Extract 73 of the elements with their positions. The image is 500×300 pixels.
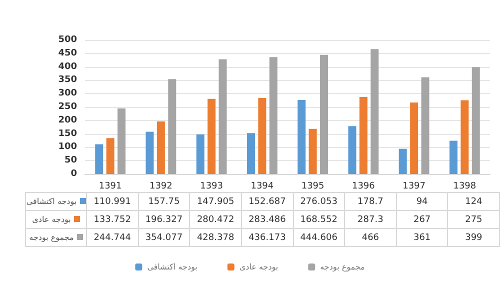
bar xyxy=(258,98,266,174)
y-tick-label: 300 xyxy=(58,88,77,99)
bar xyxy=(449,140,458,174)
x-tick-label: 1393 xyxy=(200,182,224,192)
data-label: 178.7 xyxy=(344,192,396,210)
bar xyxy=(308,128,317,174)
bar xyxy=(168,79,176,174)
bar xyxy=(118,108,126,174)
x-tick-label: 1396 xyxy=(352,182,376,192)
legend-label: بودجه اکتشافی xyxy=(147,262,198,272)
x-tick-label: 1395 xyxy=(301,182,324,192)
x-tick-label: 1391 xyxy=(98,182,122,192)
y-tick-label: 250 xyxy=(58,102,77,112)
bar xyxy=(146,132,154,174)
text: بودجه اکتشافی xyxy=(26,197,77,206)
data-label: 267 xyxy=(396,210,448,228)
data-label: 428.378 xyxy=(190,228,242,246)
data-label: 361 xyxy=(396,228,448,246)
bar xyxy=(218,59,227,174)
bar xyxy=(246,133,255,174)
y-tick-label: 450 xyxy=(58,48,77,58)
data-label: 168.552 xyxy=(293,210,345,228)
bar xyxy=(348,126,356,174)
bar xyxy=(298,100,306,174)
data-label: 444.606 xyxy=(293,228,345,246)
data-label: 110.991 xyxy=(86,192,138,210)
bar xyxy=(370,49,379,174)
bar xyxy=(421,77,430,174)
y-tick-label: 200 xyxy=(58,115,77,126)
text: مجموع بودجه xyxy=(29,233,74,242)
data-label: 244.744 xyxy=(86,228,138,246)
text: بودجه عادی xyxy=(32,215,71,224)
data-label: 275 xyxy=(448,210,500,228)
data-label: 157.75 xyxy=(138,192,190,210)
data-label: 276.053 xyxy=(293,192,345,210)
y-tick-label: 0 xyxy=(70,169,77,179)
x-tick-label: 1392 xyxy=(149,182,172,192)
bar xyxy=(95,144,104,174)
data-label: 466 xyxy=(344,228,396,246)
data-label: 147.905 xyxy=(190,192,242,210)
data-label: 354.077 xyxy=(138,228,190,246)
bar xyxy=(196,134,204,174)
bar xyxy=(320,54,328,174)
data-label: 399 xyxy=(448,228,500,246)
x-tick-label: 1397 xyxy=(402,182,426,192)
data-label: 152.687 xyxy=(241,192,293,210)
data-label: 280.472 xyxy=(190,210,242,228)
bar xyxy=(156,121,165,174)
bar xyxy=(410,102,418,174)
bar xyxy=(269,57,278,174)
data-label: 283.486 xyxy=(241,210,293,228)
data-label: 94 xyxy=(396,192,448,210)
data-label: 133.752 xyxy=(86,210,138,228)
bar xyxy=(460,100,469,174)
bar xyxy=(359,97,368,174)
y-tick-label: 500 xyxy=(58,35,77,45)
y-tick-label: 100 xyxy=(58,142,77,152)
bar xyxy=(208,98,216,174)
y-tick-label: 350 xyxy=(58,75,77,86)
x-tick-label: 1398 xyxy=(453,182,476,192)
bar xyxy=(472,67,480,174)
data-label: 124 xyxy=(448,192,500,210)
data-label: 436.173 xyxy=(241,228,293,246)
data-label: 287.3 xyxy=(344,210,396,228)
y-tick-label: 50 xyxy=(64,156,77,166)
x-tick-label: 1394 xyxy=(250,182,274,192)
bar xyxy=(106,138,114,174)
y-tick-label: 400 xyxy=(58,62,77,72)
legend-label: مجموع بودجه xyxy=(320,262,365,272)
bar xyxy=(398,148,407,174)
y-tick-label: 150 xyxy=(58,128,77,139)
data-label: 196.327 xyxy=(138,210,190,228)
legend-label: بودجه عادی xyxy=(239,262,278,272)
